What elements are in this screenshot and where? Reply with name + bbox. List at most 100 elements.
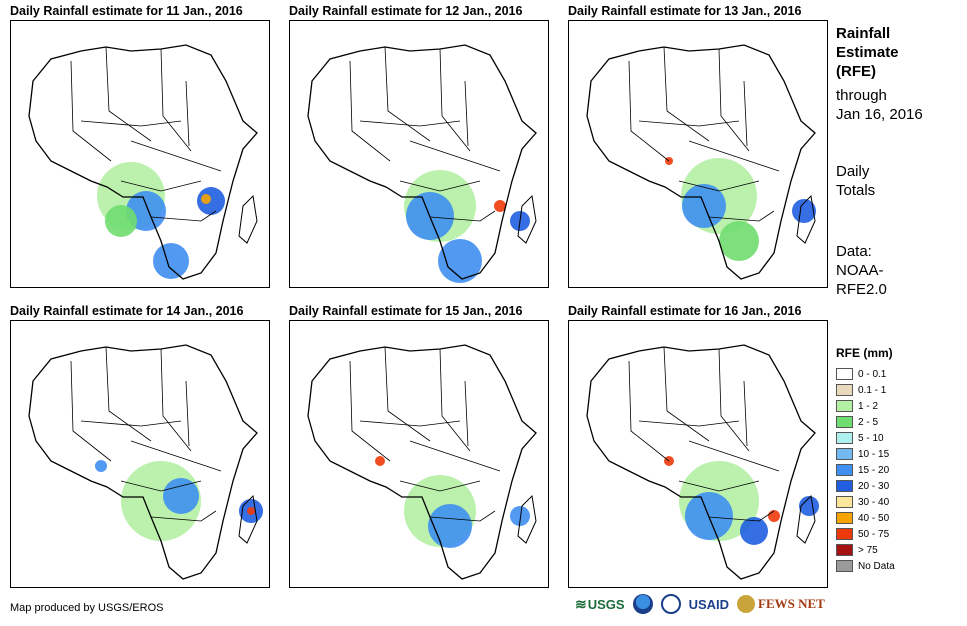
fews-globe-icon: [737, 595, 756, 613]
legend-label: 5 - 10: [858, 432, 884, 444]
rainfall-area: [105, 205, 137, 237]
country-border: [130, 440, 222, 472]
rainfall-map-14-jan: [10, 320, 270, 588]
legend-item: > 75: [836, 542, 895, 558]
country-border: [678, 180, 760, 192]
legend-swatch: [836, 368, 853, 380]
country-border: [439, 348, 471, 452]
country-border: [105, 46, 152, 142]
madagascar-outline: [238, 194, 258, 244]
agency-logos: ≋ USGS USAID FEWS NET: [575, 594, 825, 614]
legend-item: 2 - 5: [836, 414, 895, 430]
legend-item: 50 - 75: [836, 526, 895, 542]
country-border: [678, 480, 760, 492]
country-border: [349, 60, 391, 162]
legend-swatch: [836, 544, 853, 556]
country-border: [160, 48, 192, 152]
madagascar-outline: [796, 494, 816, 544]
legend-item: 10 - 15: [836, 446, 895, 462]
legend-item: 5 - 10: [836, 430, 895, 446]
rainfall-area: [740, 517, 768, 545]
legend-swatch: [836, 432, 853, 444]
legend-swatch: [836, 480, 853, 492]
legend-swatch: [836, 384, 853, 396]
rainfall-map-13-jan: [568, 20, 828, 288]
country-border: [439, 48, 471, 152]
through-label: through: [836, 87, 887, 104]
legend-label: No Data: [858, 560, 895, 572]
rfe-title-line-1: Rainfall: [836, 25, 891, 42]
rfe-title: Rainfall Estimate (RFE): [836, 24, 899, 81]
usaid-logo: USAID: [688, 596, 730, 612]
country-border: [409, 140, 501, 172]
country-border: [688, 440, 780, 472]
rainfall-area: [768, 510, 780, 522]
legend-label: 20 - 30: [858, 480, 890, 492]
data-source-line-2: NOAA-: [836, 262, 884, 279]
rainfall-area: [95, 460, 107, 472]
continent-outline: [307, 44, 537, 280]
country-border: [105, 346, 152, 442]
africa-map-graphic: [586, 344, 819, 580]
country-border: [688, 140, 780, 172]
country-border: [628, 60, 670, 162]
country-border: [185, 380, 190, 447]
country-border: [80, 120, 182, 127]
africa-map-graphic: [28, 344, 263, 580]
rainfall-area: [719, 221, 759, 261]
legend-label: 15 - 20: [858, 464, 890, 476]
country-border: [409, 440, 501, 472]
legend-swatch: [836, 512, 853, 524]
rainfall-area: [163, 478, 199, 514]
country-border: [70, 360, 112, 462]
legend-label: 50 - 75: [858, 528, 890, 540]
madagascar-outline: [517, 194, 537, 244]
legend-label: > 75: [858, 544, 878, 556]
through-date: through Jan 16, 2016: [836, 86, 923, 124]
through-date-value: Jan 16, 2016: [836, 106, 923, 123]
data-source-line-1: Data:: [836, 243, 872, 260]
africa-map-graphic: [307, 44, 537, 283]
panel-title-14-jan: Daily Rainfall estimate for 14 Jan., 201…: [10, 304, 244, 318]
panel-title-16-jan: Daily Rainfall estimate for 16 Jan., 201…: [568, 304, 802, 318]
legend-item: 30 - 40: [836, 494, 895, 510]
country-border: [718, 48, 750, 152]
dhs-seal-icon: [660, 594, 681, 614]
continent-outline: [28, 344, 258, 580]
fews-net-text: FEWS NET: [758, 596, 825, 611]
country-border: [399, 480, 481, 492]
continent-outline: [28, 44, 258, 280]
legend-swatch: [836, 560, 853, 572]
country-border: [384, 46, 431, 142]
country-border: [70, 60, 112, 162]
legend-label: 0.1 - 1: [858, 384, 887, 396]
country-border: [150, 510, 217, 522]
rainfall-area: [428, 504, 472, 548]
legend-title: RFE (mm): [836, 346, 893, 360]
legend-item: 20 - 30: [836, 478, 895, 494]
legend-item: No Data: [836, 558, 895, 574]
madagascar-outline: [238, 494, 258, 544]
rainfall-map-15-jan: [289, 320, 549, 588]
legend-item: 0.1 - 1: [836, 382, 895, 398]
rainfall-area: [510, 506, 530, 526]
legend-swatch: [836, 400, 853, 412]
panel-title-11-jan: Daily Rainfall estimate for 11 Jan., 201…: [10, 4, 243, 18]
rainfall-area: [153, 243, 189, 279]
country-border: [663, 46, 710, 142]
country-border: [429, 210, 496, 222]
africa-map-graphic: [307, 344, 537, 580]
legend-label: 40 - 50: [858, 512, 890, 524]
legend-swatch: [836, 448, 853, 460]
country-border: [464, 380, 469, 447]
country-border: [120, 180, 202, 192]
legend-label: 0 - 0.1: [858, 368, 887, 380]
legend-label: 10 - 15: [858, 448, 890, 460]
daily-totals-label: Daily Totals: [836, 162, 875, 200]
country-border: [80, 420, 182, 427]
continent-outline: [307, 344, 537, 580]
panel-title-15-jan: Daily Rainfall estimate for 15 Jan., 201…: [289, 304, 523, 318]
credit-text: Map produced by USGS/EROS: [10, 602, 164, 614]
usgs-logo-text: USGS: [587, 596, 625, 612]
country-border: [160, 348, 192, 452]
